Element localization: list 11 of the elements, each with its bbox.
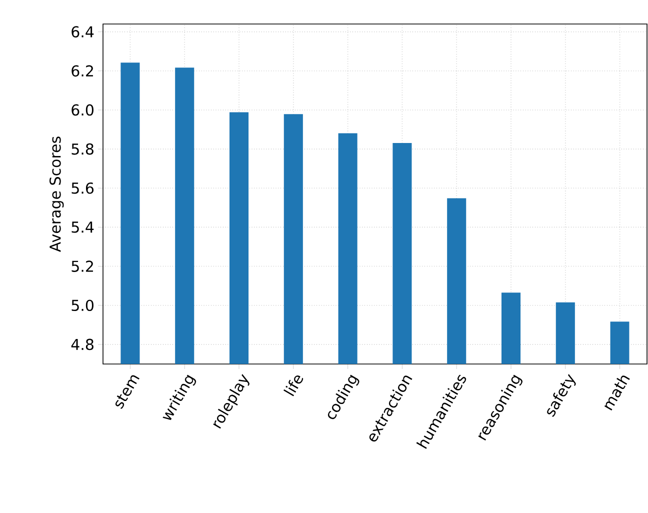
y-tick-label: 5.4: [72, 222, 94, 233]
y-axis-title: Average Scores: [49, 136, 64, 252]
y-tick-label: 4.8: [71, 338, 94, 350]
y-tick-label: 5.6: [72, 182, 94, 194]
y-tick-label: 6.4: [72, 26, 94, 38]
y-tick-label: 6.0: [72, 104, 94, 116]
x-tick-label: life: [284, 375, 304, 396]
y-tick-label: 5.8: [72, 143, 94, 155]
y-tick-label: 5.0: [72, 300, 94, 312]
y-tick-label: 5.2: [72, 260, 93, 272]
y-tick-label: 6.2: [72, 65, 93, 77]
